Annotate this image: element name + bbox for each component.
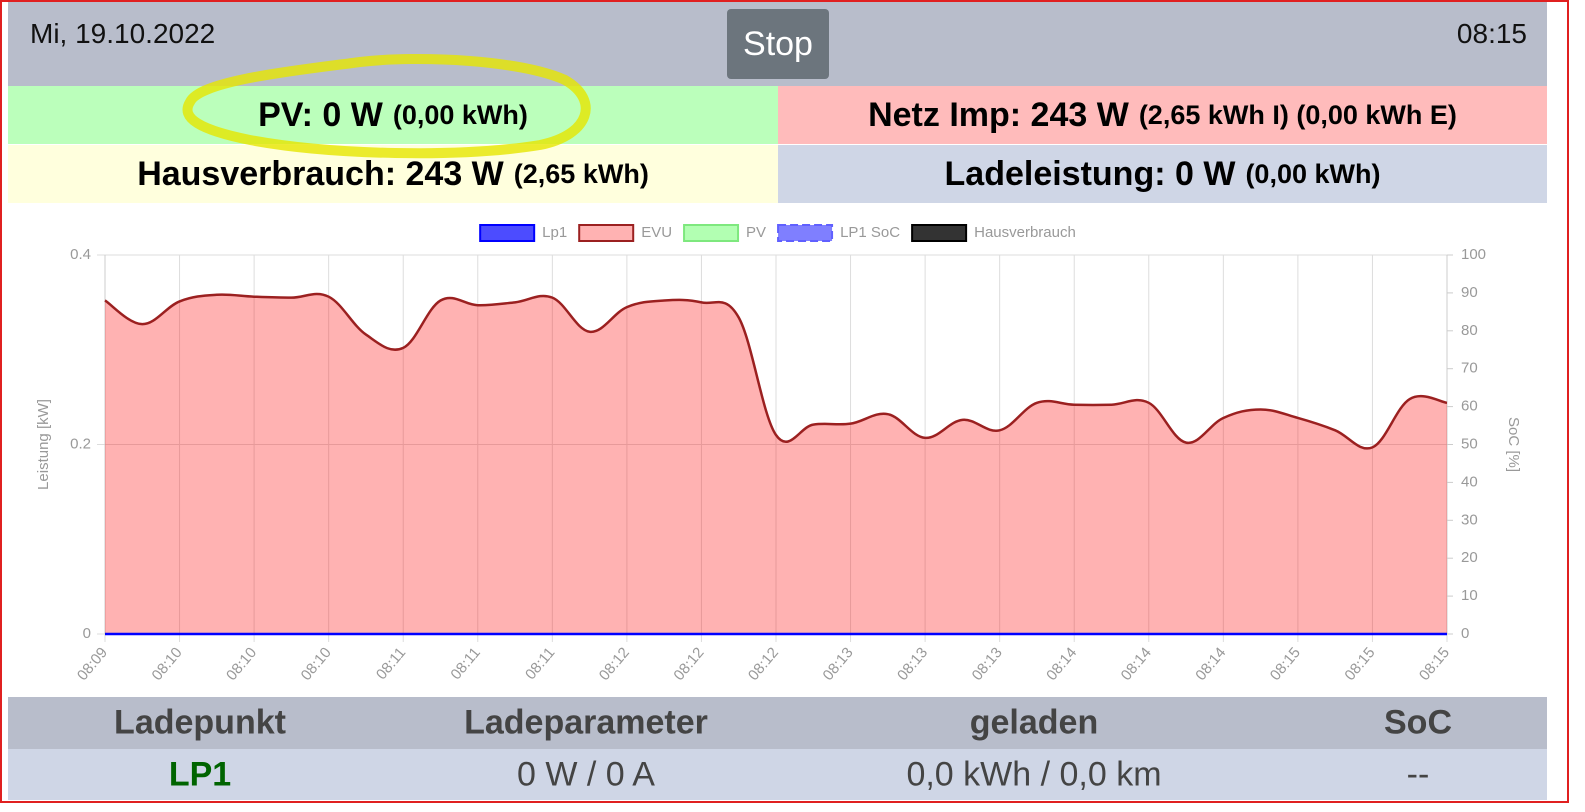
x-tick-label: 08:11 — [373, 644, 409, 683]
y2-tick-label: 0 — [1461, 625, 1469, 642]
tile-detail: (0,00 kWh) — [392, 99, 528, 130]
x-tick-label: 08:10 — [223, 644, 260, 684]
y-axis-label: Leistung [kW] — [35, 399, 52, 490]
x-tick-label: 08:10 — [298, 644, 335, 684]
legend-label: PV — [746, 224, 766, 241]
column-header: SoC — [1384, 703, 1452, 742]
x-tick-label: 08:12 — [670, 644, 707, 684]
y-tick-label: 0 — [83, 625, 91, 642]
cell: LP1 — [168, 755, 232, 793]
legend-swatch — [777, 224, 834, 242]
legend-label: Hausverbrauch — [974, 224, 1076, 241]
charge-tile: Ladeleistung: 0 W (0,00 kWh) — [778, 145, 1547, 203]
line — [104, 292, 1448, 450]
legend-swatch — [911, 224, 968, 242]
cell: -- — [1406, 755, 1430, 793]
column-header: Ladepunkt — [114, 703, 286, 742]
x-tick-label: 08:14 — [1118, 644, 1155, 684]
legend-label: LP1 SoC — [840, 224, 900, 241]
pv-tile: PV: 0 W (0,00 kWh) — [8, 86, 778, 144]
tile-value: Netz Imp: 243 W — [868, 95, 1129, 134]
x-tick-label: 08:15 — [1416, 644, 1453, 684]
legend-swatch — [479, 224, 536, 242]
y2-tick-label: 40 — [1461, 473, 1478, 490]
x-tick-label: 08:14 — [1192, 644, 1229, 684]
y2-tick-label: 80 — [1461, 322, 1478, 339]
tile-value: Ladeleistung: 0 W — [944, 154, 1236, 193]
chart: 0 0.2 0.4 0 10 20 30 40 50 60 70 80 90 100 08:09 08:10 0… — [35, 224, 1522, 684]
table-header: Ladepunkt Ladeparameter geladen SoC — [8, 697, 1547, 749]
cell: 0,0 kWh / 0,0 km — [906, 755, 1162, 793]
x-tick-label: 08:13 — [894, 644, 931, 684]
y2-tick-label: 70 — [1461, 360, 1478, 377]
x-tick-label: 08:13 — [820, 644, 857, 684]
y2-tick-label: 60 — [1461, 398, 1478, 415]
column-header: Ladeparameter — [464, 703, 708, 742]
tile-detail: (2,65 kWh I) (0,00 kWh E) — [1138, 99, 1457, 130]
area — [105, 293, 1447, 634]
stop-button[interactable]: Stop — [727, 9, 829, 79]
y2-tick-label: 90 — [1461, 284, 1478, 301]
legend-label: EVU — [641, 224, 672, 241]
x-tick-label: 08:12 — [596, 644, 633, 684]
y2-tick-label: 100 — [1461, 246, 1486, 263]
y2-tick-label: 10 — [1461, 587, 1478, 604]
legend-swatch — [683, 224, 740, 242]
column-header: geladen — [969, 703, 1099, 742]
legend-swatch — [578, 224, 635, 242]
legend-item[interactable]: EVU — [578, 224, 672, 242]
x-tick-label: 08:15 — [1341, 644, 1378, 684]
time: 08:15 — [1456, 18, 1527, 49]
y2-tick-label: 50 — [1461, 435, 1478, 452]
tile-value: Hausverbrauch: 243 W — [137, 154, 504, 193]
legend-label: Lp1 — [542, 224, 567, 241]
legend-item[interactable]: LP1 SoC — [777, 224, 900, 242]
y2-tick-label: 20 — [1461, 549, 1478, 566]
y-tick-label: 0.4 — [70, 246, 91, 263]
legend-item[interactable]: Hausverbrauch — [911, 224, 1076, 242]
x-tick-label: 08:10 — [149, 644, 186, 684]
tile-detail: (2,65 kWh) — [513, 158, 649, 189]
x-tick-label: 08:13 — [969, 644, 1006, 684]
x-tick-label: 08:15 — [1267, 644, 1304, 684]
house-tile: Hausverbrauch: 243 W (2,65 kWh) — [8, 145, 778, 203]
x-tick-label: 08:09 — [74, 644, 111, 684]
x-tick-label: 08:14 — [1043, 644, 1080, 684]
y2-axis-label: SoC [%] — [1505, 417, 1522, 472]
tile-value: PV: 0 W — [258, 95, 383, 134]
date: Mi, 19.10.2022 — [30, 18, 216, 49]
cell: 0 W / 0 A — [517, 755, 655, 793]
top-bar: Mi, 19.10.2022 Stop 08:15 — [8, 2, 1547, 86]
x-tick-label: 08:11 — [522, 644, 558, 683]
tile-detail: (0,00 kWh) — [1245, 158, 1381, 189]
table-row: LP1 0 W / 0 A 0,0 kWh / 0,0 km -- — [8, 749, 1547, 800]
y2-tick-label: 30 — [1461, 511, 1478, 528]
legend-item[interactable]: PV — [683, 224, 766, 242]
y-tick-label: 0.2 — [70, 435, 91, 452]
x-tick-label: 08:12 — [745, 644, 782, 684]
x-tick-label: 08:11 — [447, 644, 483, 683]
grid-tile: Netz Imp: 243 W (2,65 kWh I) (0,00 kWh E) — [778, 86, 1547, 144]
legend-item[interactable]: Lp1 — [479, 224, 567, 242]
